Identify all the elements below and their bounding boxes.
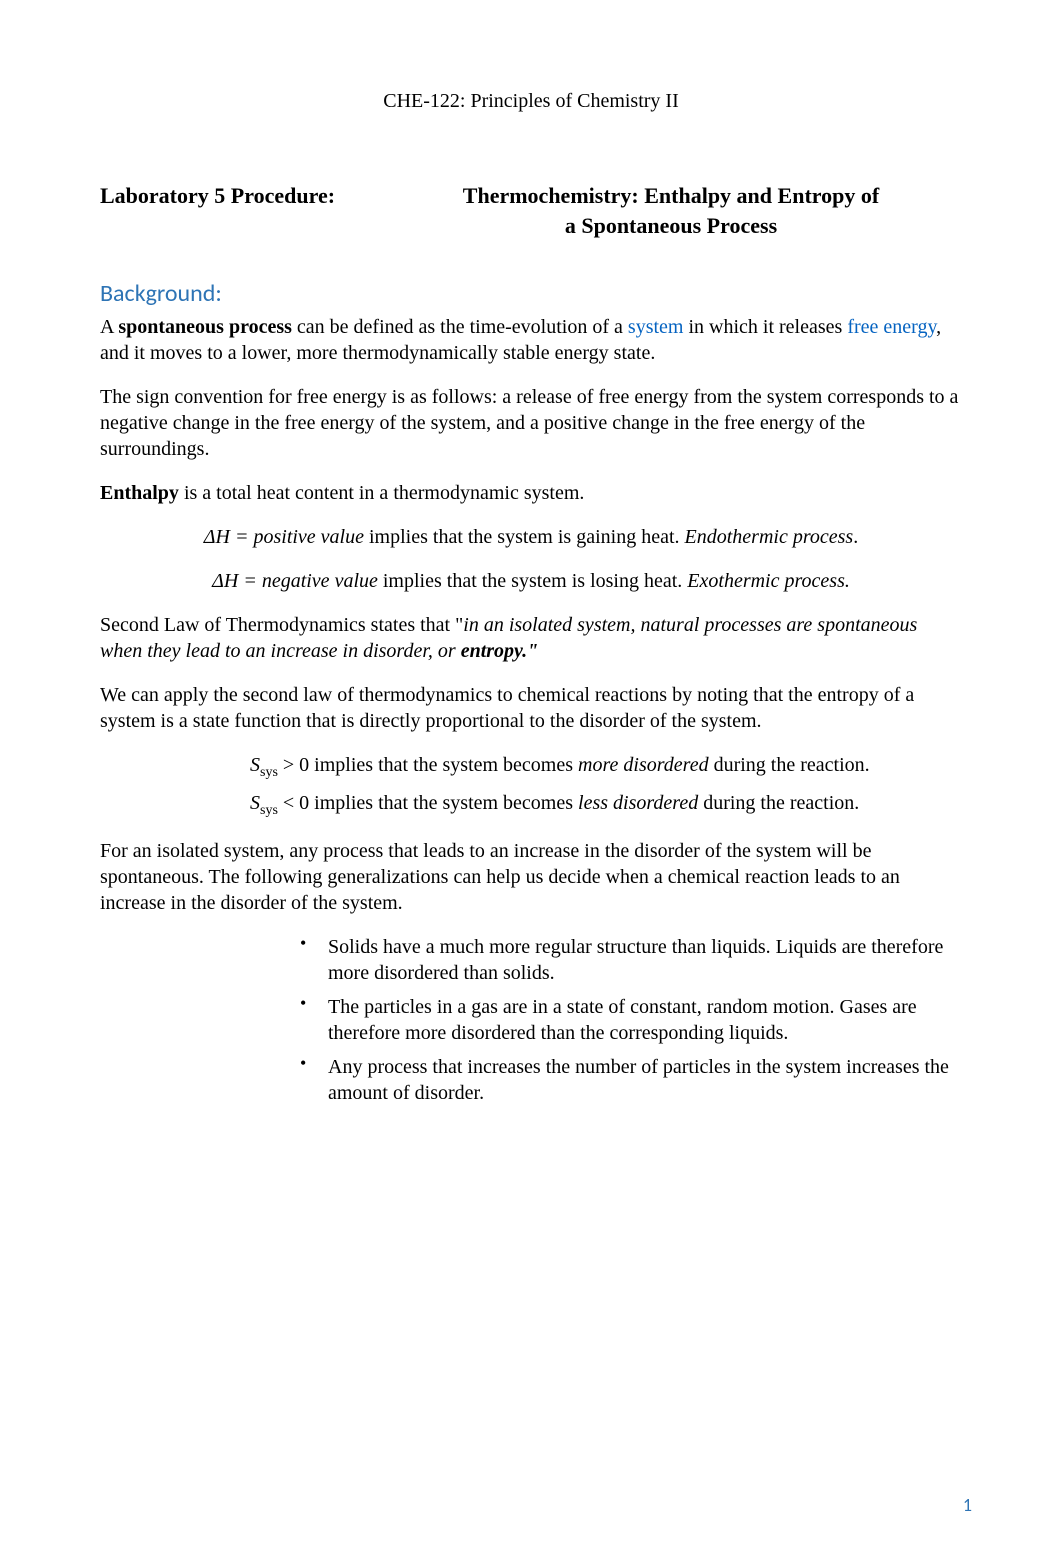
list-item: Solids have a much more regular structur… [300, 934, 962, 986]
dh-pos-symbol: ΔH = positive value [204, 526, 364, 548]
text-run: Second Law of Thermodynamics states that… [100, 614, 463, 636]
second-law-para: Second Law of Thermodynamics states that… [100, 612, 962, 664]
term-enthalpy: Enthalpy [100, 482, 179, 504]
text-run: is a total heat content in a thermodynam… [179, 482, 584, 504]
generalizations-list: Solids have a much more regular structur… [300, 934, 962, 1106]
page: CHE-122: Principles of Chemistry II Labo… [0, 0, 1062, 1556]
endothermic-term: Endothermic process [685, 526, 854, 548]
text-run: can be defined as the time-evolution of … [292, 316, 628, 338]
page-number: 1 [963, 1494, 972, 1516]
list-item: Any process that increases the number of… [300, 1054, 962, 1106]
lab-header: Laboratory 5 Procedure: Thermochemistry:… [100, 183, 962, 239]
lab-title-line1: Thermochemistry: Enthalpy and Entropy of [463, 183, 879, 208]
course-code-line: CHE-122: Principles of Chemistry II [100, 90, 962, 113]
lab-title-line2: a Spontaneous Process [380, 213, 962, 239]
background-heading: Background: [100, 279, 962, 308]
sign-convention-para: The sign convention for free energy is a… [100, 384, 962, 462]
text-run: A [100, 316, 118, 338]
sys-subscript: sys [260, 765, 278, 780]
term-entropy: entropy." [461, 640, 539, 662]
delta-h-positive: ΔH = positive value implies that the sys… [100, 524, 962, 550]
s-sys-positive: Ssys > 0 implies that the system becomes… [250, 752, 962, 782]
text-run: during the reaction. [709, 754, 870, 776]
less-disordered-term: less disordered [578, 792, 698, 814]
link-free-energy[interactable]: free energy [847, 316, 936, 338]
dh-neg-symbol: ΔH = negative value [212, 570, 378, 592]
s-symbol: S [250, 792, 260, 814]
enthalpy-definition: Enthalpy is a total heat content in a th… [100, 480, 962, 506]
text-run: . [853, 526, 858, 548]
exothermic-term: Exothermic process. [687, 570, 850, 592]
text-run: during the reaction. [698, 792, 859, 814]
list-item: The particles in a gas are in a state of… [300, 994, 962, 1046]
spontaneous-definition: A spontaneous process can be defined as … [100, 314, 962, 366]
text-run: in which it releases [683, 316, 847, 338]
term-spontaneous: spontaneous process [118, 316, 292, 338]
sys-subscript: sys [260, 803, 278, 818]
link-system[interactable]: system [628, 316, 684, 338]
lab-title: Thermochemistry: Enthalpy and Entropy of… [380, 183, 962, 239]
isolated-system-para: For an isolated system, any process that… [100, 838, 962, 916]
text-run: < 0 implies that the system becomes [278, 792, 578, 814]
s-symbol: S [250, 754, 260, 776]
delta-h-negative: ΔH = negative value implies that the sys… [100, 568, 962, 594]
more-disordered-term: more disordered [578, 754, 709, 776]
text-run: implies that the system is gaining heat. [364, 526, 685, 548]
lab-procedure-label: Laboratory 5 Procedure: [100, 183, 380, 239]
text-run: implies that the system is losing heat. [378, 570, 687, 592]
s-sys-negative: Ssys < 0 implies that the system becomes… [250, 790, 962, 820]
apply-second-law-para: We can apply the second law of thermodyn… [100, 682, 962, 734]
text-run: > 0 implies that the system becomes [278, 754, 578, 776]
